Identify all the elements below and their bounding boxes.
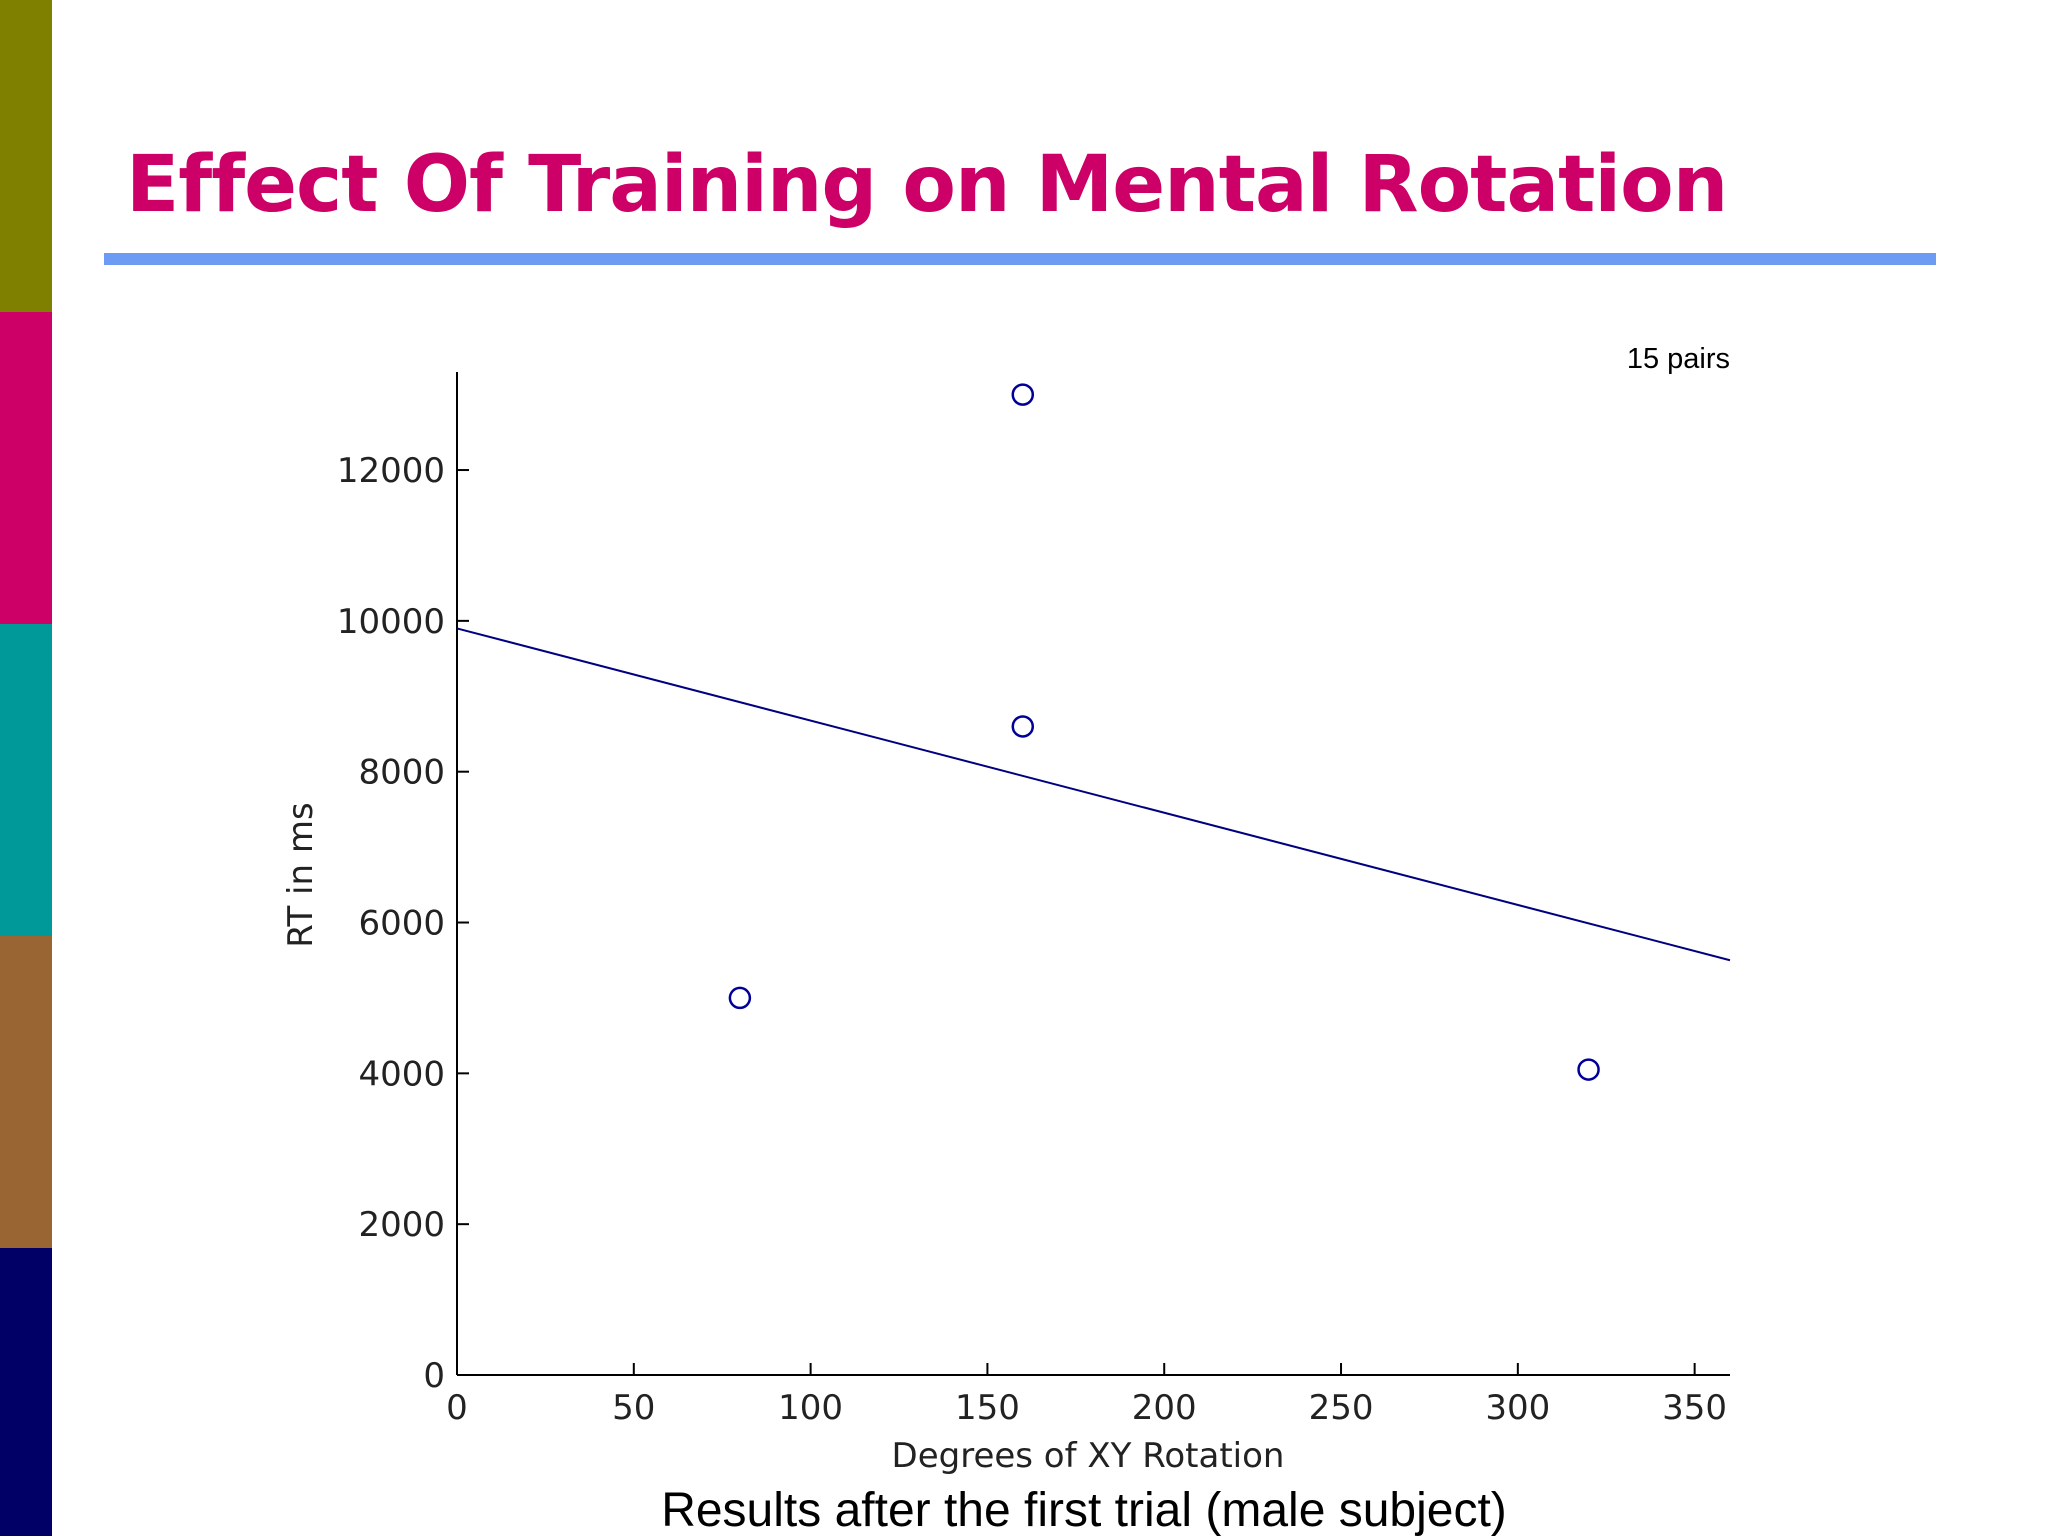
- side-band-teal: [0, 624, 52, 936]
- x-tick-label: 350: [1662, 1388, 1727, 1428]
- slide-caption: Results after the first trial (male subj…: [661, 1484, 1507, 1537]
- y-tick-label: 2000: [358, 1205, 445, 1245]
- x-tick-label: 200: [1132, 1388, 1197, 1428]
- axes: [456, 372, 1730, 1376]
- data-points: [728, 383, 1600, 1081]
- x-axis-label: Degrees of XY Rotation: [892, 1436, 1285, 1476]
- side-band-navy: [0, 1248, 52, 1536]
- chart-annotation: 15 pairs: [1627, 343, 1730, 375]
- y-tick-label: 10000: [337, 602, 445, 642]
- x-tick-label: 0: [446, 1388, 468, 1428]
- side-band-brown: [0, 936, 52, 1248]
- x-axis-ticks: 0 50 100 150 200 250 300 350: [446, 1363, 1727, 1428]
- y-axis-ticks: 0 2000 4000 6000 8000 10000 12000: [337, 451, 469, 1396]
- x-tick-label: 150: [955, 1388, 1020, 1428]
- x-tick-label: 300: [1485, 1388, 1550, 1428]
- title-rule: [104, 253, 1936, 265]
- x-tick-label: 50: [612, 1388, 655, 1428]
- y-tick-label: 0: [423, 1356, 445, 1396]
- x-tick-label: 100: [778, 1388, 843, 1428]
- data-point: [1577, 1058, 1600, 1081]
- fit-line: [456, 627, 1731, 962]
- data-point: [1011, 715, 1035, 738]
- side-band-olive: [0, 0, 52, 312]
- data-point: [1011, 383, 1035, 406]
- slide-title: Effect Of Training on Mental Rotation: [126, 140, 1728, 230]
- fit-line-group: [456, 627, 1731, 962]
- x-tick-label: 250: [1309, 1388, 1374, 1428]
- data-point: [728, 986, 752, 1010]
- y-tick-label: 12000: [337, 451, 445, 491]
- y-axis-label: RT in ms: [281, 802, 321, 947]
- y-tick-label: 6000: [358, 904, 445, 944]
- y-tick-label: 8000: [358, 753, 445, 793]
- side-band-magenta: [0, 312, 52, 624]
- y-tick-label: 4000: [358, 1054, 445, 1094]
